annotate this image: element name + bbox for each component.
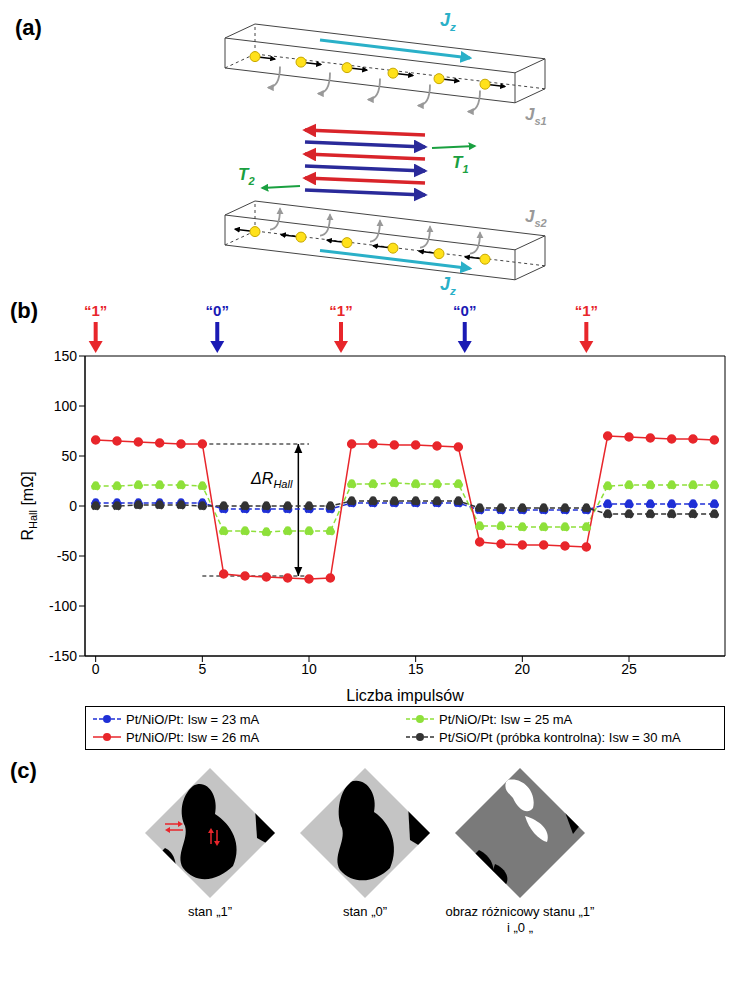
html-text:Pt/NiO/Pt: Isw = 25 mA: Pt/NiO/Pt: Isw = 25 mA xyxy=(439,711,573,727)
svg-text:-100: -100 xyxy=(49,598,77,614)
svg-text:Liczba impulsów: Liczba impulsów xyxy=(346,687,464,704)
svg-text:ΔRHall: ΔRHall xyxy=(250,470,293,490)
html-text:(b): (b) xyxy=(10,298,39,323)
svg-text:“0”: “0” xyxy=(206,302,229,319)
svg-text:25: 25 xyxy=(621,661,637,677)
svg-text:T2: T2 xyxy=(238,165,255,187)
svg-text:(a): (a) xyxy=(15,15,42,40)
svg-text:50: 50 xyxy=(61,448,77,464)
svg-text:“1”: “1” xyxy=(329,302,352,319)
html-text:Pt/SiO/Pt (próbka kontrolna):: Pt/SiO/Pt (próbka kontrolna): Isw = 30 m… xyxy=(439,729,681,745)
svg-text:-50: -50 xyxy=(57,548,77,564)
html-text:stan „0”: stan „0” xyxy=(343,904,387,919)
svg-text:Jz: Jz xyxy=(440,274,456,296)
svg-text:15: 15 xyxy=(408,661,424,677)
html-text:stan „1”: stan „1” xyxy=(188,904,232,919)
svg-text:5: 5 xyxy=(198,661,206,677)
svg-text:T1: T1 xyxy=(452,153,469,175)
svg-text:150: 150 xyxy=(54,348,78,364)
html-text:Pt/NiO/Pt: Isw = 26 mA: Pt/NiO/Pt: Isw = 26 mA xyxy=(126,729,260,745)
html-text:Pt/NiO/Pt: Isw = 23 mA: Pt/NiO/Pt: Isw = 23 mA xyxy=(126,711,260,727)
svg-text:100: 100 xyxy=(54,398,78,414)
svg-text:0: 0 xyxy=(69,498,77,514)
svg-text:-150: -150 xyxy=(49,648,77,664)
svg-text:“1”: “1” xyxy=(575,302,598,319)
svg-text:RHall [mΩ]: RHall [mΩ] xyxy=(19,471,39,540)
svg-text:10: 10 xyxy=(301,661,317,677)
html-text:obraz różnicowy stanu „1” i „0: obraz różnicowy stanu „1” i „0 „ xyxy=(445,904,595,935)
svg-text:“0”: “0” xyxy=(453,302,476,319)
svg-text:Jz: Jz xyxy=(440,10,456,33)
html-text:(c): (c) xyxy=(10,758,37,783)
svg-text:20: 20 xyxy=(515,661,531,677)
svg-text:Js1: Js1 xyxy=(525,105,547,127)
svg-text:Js2: Js2 xyxy=(525,207,548,229)
svg-text:“1”: “1” xyxy=(84,302,107,319)
svg-text:0: 0 xyxy=(92,661,100,677)
